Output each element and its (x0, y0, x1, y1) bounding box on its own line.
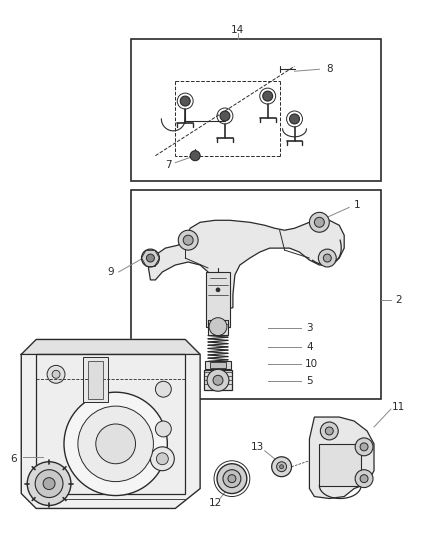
Polygon shape (21, 340, 200, 354)
Bar (204, 370, 232, 390)
Circle shape (272, 457, 292, 477)
Circle shape (223, 470, 241, 488)
Circle shape (314, 217, 324, 227)
Circle shape (207, 369, 229, 391)
Text: 7: 7 (165, 160, 172, 169)
Circle shape (27, 462, 71, 505)
Polygon shape (21, 340, 200, 508)
Circle shape (78, 406, 153, 482)
Circle shape (320, 422, 338, 440)
Circle shape (183, 235, 193, 245)
Circle shape (355, 438, 373, 456)
Circle shape (220, 111, 230, 121)
Circle shape (360, 475, 368, 482)
Circle shape (209, 318, 227, 336)
Circle shape (43, 478, 55, 490)
Text: 14: 14 (231, 25, 244, 35)
Text: 6: 6 (10, 454, 17, 464)
Bar (205, 361, 231, 369)
Circle shape (355, 470, 373, 488)
Circle shape (64, 392, 167, 496)
Polygon shape (148, 219, 344, 310)
Text: 5: 5 (306, 376, 313, 386)
Circle shape (141, 249, 159, 267)
Circle shape (277, 462, 286, 472)
Bar (36, 354, 185, 494)
Circle shape (263, 91, 273, 101)
Text: 4: 4 (306, 343, 313, 352)
Circle shape (35, 470, 63, 497)
Circle shape (156, 453, 168, 465)
Circle shape (150, 447, 174, 471)
Polygon shape (309, 417, 374, 498)
Circle shape (216, 288, 220, 292)
Text: 13: 13 (251, 442, 265, 452)
Circle shape (180, 96, 190, 106)
Circle shape (190, 151, 200, 160)
Circle shape (146, 254, 155, 262)
Circle shape (228, 475, 236, 482)
Bar (131, 190, 381, 399)
Bar (206, 272, 230, 327)
Bar (210, 362, 226, 368)
Text: 1: 1 (354, 200, 360, 211)
Text: 12: 12 (208, 498, 222, 508)
Text: 8: 8 (326, 64, 332, 74)
Circle shape (323, 254, 331, 262)
Bar (131, 39, 381, 181)
Text: 10: 10 (305, 359, 318, 369)
Bar (83, 358, 108, 402)
Circle shape (309, 212, 329, 232)
Circle shape (155, 381, 171, 397)
Text: 3: 3 (306, 322, 313, 333)
Circle shape (279, 465, 283, 469)
Circle shape (47, 365, 65, 383)
Bar (208, 320, 228, 335)
Circle shape (318, 249, 336, 267)
Circle shape (178, 230, 198, 250)
Text: 2: 2 (396, 295, 402, 305)
Bar (88, 361, 103, 399)
Circle shape (96, 424, 135, 464)
Bar (319, 444, 361, 486)
Text: 11: 11 (392, 402, 406, 412)
Circle shape (325, 427, 333, 435)
Circle shape (290, 114, 300, 124)
Circle shape (360, 443, 368, 451)
Circle shape (213, 375, 223, 385)
Circle shape (52, 370, 60, 378)
Circle shape (217, 464, 247, 494)
Circle shape (155, 421, 171, 437)
Text: 9: 9 (107, 267, 114, 277)
